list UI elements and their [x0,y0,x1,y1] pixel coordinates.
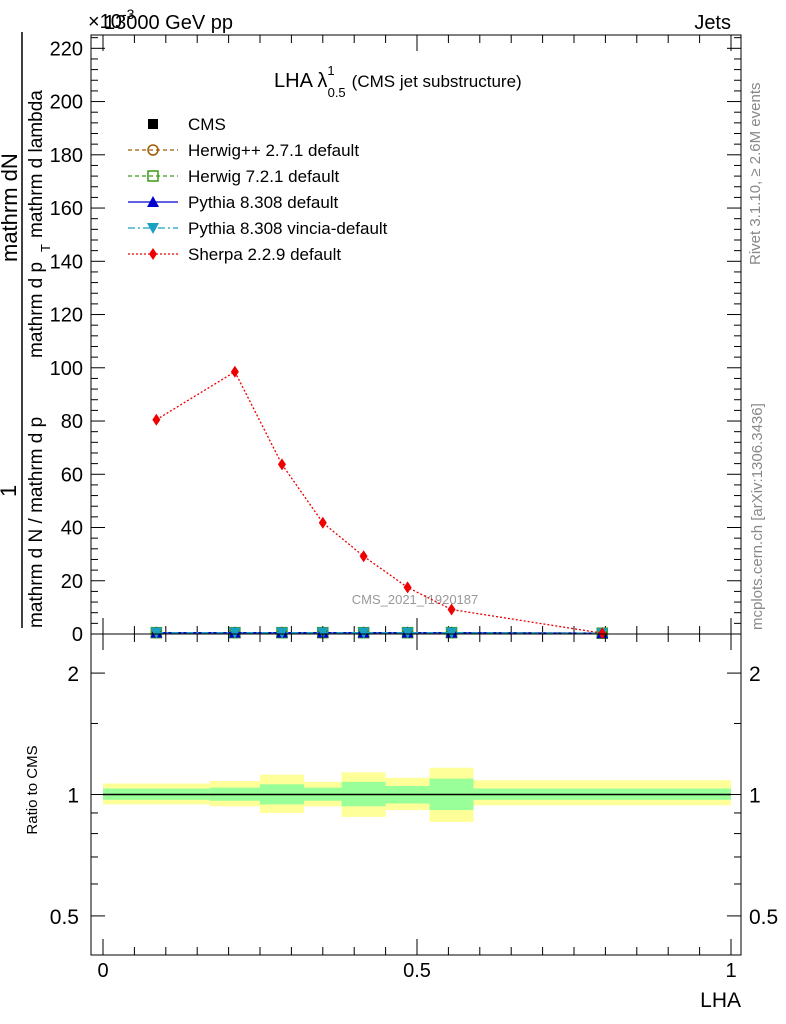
legend-marker-sherpa [149,248,157,260]
data-point-sherpa [359,550,368,563]
ylabel-numerator-left: 1 [0,485,21,497]
legend-marker-pythia [147,196,159,207]
data-point-vincia [228,627,241,639]
main-y-tick-label: 80 [61,411,83,433]
main-y-axis-label: 1 mathrm dN mathrm d N / mathrm d p math… [0,32,53,628]
legend-label-vincia: Pythia 8.308 vincia-default [188,219,388,238]
main-y-tick-label: 220 [50,38,83,60]
main-y-tick-label: 20 [61,571,83,593]
main-y-tick-label: 140 [50,251,83,273]
ratio-x-tick-label: 0.5 [403,960,431,982]
data-point-vincia [316,627,329,639]
ratio-x-tick-label: 1 [725,960,736,982]
ratio-x-axis: 0 0.5 1 [97,634,737,982]
ratio-y-tick-label: 2 [67,663,79,686]
ylabel-denominator-left: mathrm d N / mathrm d p [26,417,47,628]
legend-label-herwig7: Herwig 7.2.1 default [188,167,339,186]
data-point-sherpa [318,516,327,529]
data-point-vincia [275,627,288,639]
legend-label-pythia: Pythia 8.308 default [188,193,339,212]
ylabel-numerator-right: mathrm dN [0,153,22,262]
ratio-y-tick-label-right: 0.5 [749,906,778,929]
main-y-tick-label: 100 [50,358,83,380]
main-y-axis: 0 20 40 60 80 100 120 140 160 180 200 220 [50,37,741,646]
ratio-y-tick-label: 0.5 [50,906,79,929]
data-point-vincia [401,627,414,639]
main-y-tick-label: 200 [50,92,83,114]
legend-label-sherpa: Sherpa 2.2.9 default [188,245,341,264]
series-line-sherpa [156,370,603,634]
main-y-tick-label: 120 [50,305,83,327]
ylabel-subscript: T [38,244,53,252]
legend-label-cms: CMS [188,115,226,134]
data-point-vincia [150,627,163,639]
data-point-sherpa [277,458,286,471]
data-point-vincia [357,627,370,639]
ratio-x-tick-label: 0 [97,960,108,982]
main-y-tick-label: 160 [50,198,83,220]
main-y-tick-label: 40 [61,518,83,540]
series-line-vincia [156,632,603,634]
ratio-y-tick-label-right: 1 [749,785,761,808]
mcplots-watermark: mcplots.cern.ch [arXiv:1306.3436] [749,403,766,630]
data-point-sherpa [230,365,239,378]
legend-marker-cms [148,119,158,129]
plot-title: LHA λ1 0.5(CMS jet substructure) [274,63,522,100]
data-point-vincia [445,627,458,639]
main-y-tick-label: 60 [61,464,83,486]
scale-factor-label: ×10-3 [88,6,135,33]
energy-label: 13000 GeV pp [104,12,233,34]
legend-marker-vincia [147,223,159,234]
main-y-tick-label: 0 [72,624,83,646]
data-point-sherpa [152,413,161,426]
ratio-y-axis-label: Ratio to CMS [24,745,41,834]
main-y-tick-label: 180 [50,145,83,167]
ratio-y-tick-label: 1 [67,785,79,808]
legend-marker-herwig7 [147,170,159,182]
x-axis-label: LHA [700,989,741,1012]
legend: CMS Herwig++ 2.7.1 default Herwig 7.2.1 de… [128,115,388,264]
rivet-watermark: Rivet 3.1.10, ≥ 2.6M events [747,83,764,266]
process-label: Jets [694,12,731,34]
data-point-sherpa [598,627,607,640]
data-point-sherpa [447,603,456,616]
ratio-y-tick-label-right: 2 [749,663,761,686]
ylabel-denominator-right: mathrm d p [26,262,47,358]
ratio-y-axis: 0.5 0.5 1 1 2 2 [50,633,778,929]
data-point-sherpa [403,581,412,594]
ylabel-denominator-tail: mathrm d lambda [26,90,47,238]
analysis-watermark: CMS_2021_I1920187 [352,592,479,607]
legend-label-herwigpp: Herwig++ 2.7.1 default [188,141,359,160]
legend-marker-herwigpp [147,144,159,156]
